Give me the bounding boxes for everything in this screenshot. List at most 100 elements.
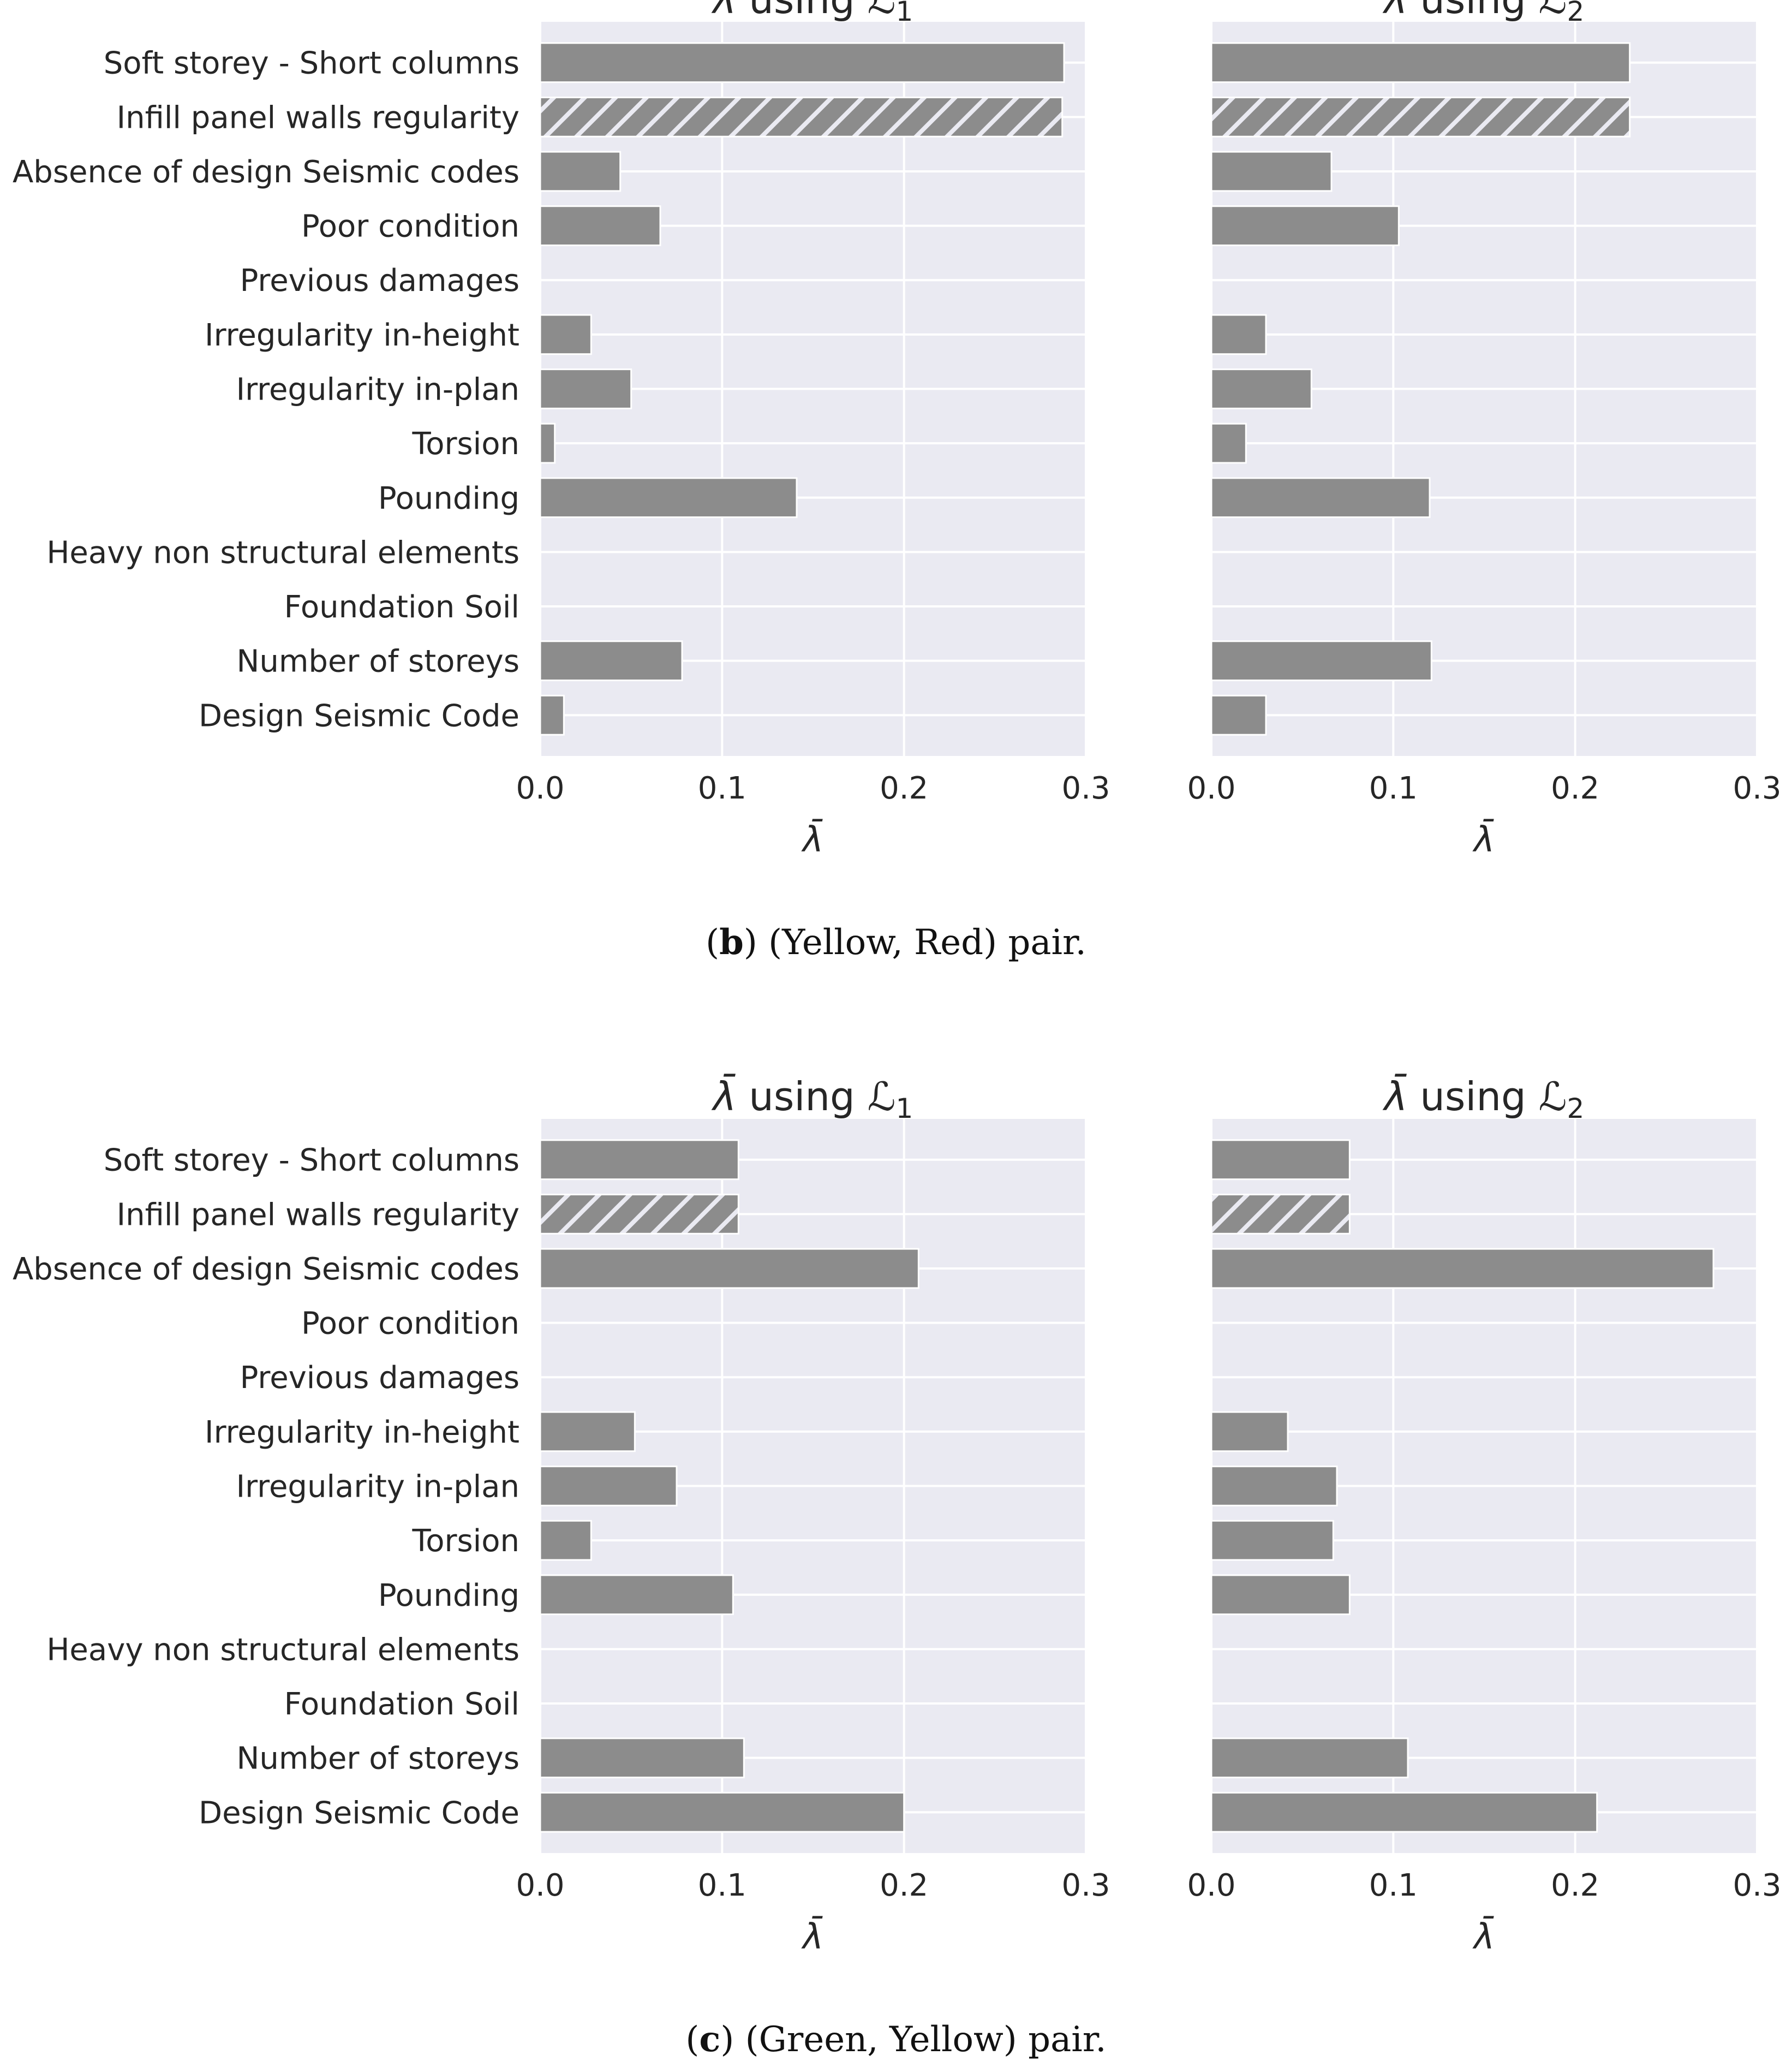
bar-torsion (1210, 1520, 1334, 1561)
category-label: Soft storey - Short columns (104, 1143, 519, 1178)
panel-c-1: 0.0 0.1 0.2 0.3 Soft storey - Short columns I… (13, 1074, 1110, 1957)
category-label: Poor condition (301, 209, 519, 245)
bar-irregularity-in-height (1210, 314, 1267, 355)
x-axis-label: λ̄ (1472, 1916, 1495, 1957)
bar-pounding (539, 1574, 734, 1616)
bar-irregularity-in-plan (1210, 1466, 1338, 1506)
x-tick-label: 0.3 (1733, 771, 1781, 806)
caption-b-text: (Yellow, Red) pair. (757, 922, 1086, 963)
panel-b-2: 0.0 0.1 0.2 0.3 λ̄ using ℒ2 λ̄ (1187, 0, 1781, 860)
category-label: Torsion (412, 1523, 519, 1559)
bar-irregularity-in-height (539, 1411, 636, 1452)
bar-irregularity-in-plan (1210, 368, 1312, 409)
panel-c-2: 0.0 0.1 0.2 0.3 λ̄ using ℒ2 λ̄ (1187, 1074, 1781, 1957)
x-tick-label: 0.3 (1061, 1868, 1110, 1903)
bar-number-of-storeys (539, 1737, 745, 1779)
bar-soft-storey-short-columns (1210, 1139, 1351, 1181)
x-tick-label: 0.2 (1551, 1868, 1599, 1903)
bar-number-of-storeys (1210, 640, 1432, 682)
panel-b-1: 0.0 0.1 0.2 0.3 Soft storey - Short columns I… (13, 0, 1110, 860)
bar-irregularity-in-plan (539, 1466, 678, 1506)
bar-pounding (1210, 1574, 1351, 1616)
panel-title: λ̄ using ℒ2 (1382, 0, 1585, 27)
chart-panels: 0.0 0.1 0.2 0.3 Soft storey - Short columns I… (13, 0, 1782, 1957)
category-label: Irregularity in-height (205, 1415, 519, 1450)
bar-torsion (1210, 422, 1247, 464)
x-axis-label: λ̄ (801, 1916, 823, 1957)
caption-c: (c) (Green, Yellow) pair. (685, 2019, 1106, 2060)
x-tick-label: 0.2 (1551, 771, 1599, 806)
bar-number-of-storeys (1210, 1737, 1409, 1779)
category-label: Pounding (378, 481, 519, 516)
bar-design-seismic-code (539, 1791, 905, 1833)
x-tick-label: 0.1 (1369, 1868, 1418, 1903)
category-label: Foundation Soil (284, 589, 519, 625)
bar-pounding (1210, 477, 1431, 519)
panel-title: λ̄ using ℒ2 (1382, 1074, 1585, 1124)
bar-absence-of-design-seismic-codes (1210, 151, 1333, 192)
bar-soft-storey-short-columns (539, 1139, 739, 1181)
bar-torsion (539, 422, 556, 464)
category-label: Irregularity in-height (205, 318, 519, 353)
x-tick-label: 0.3 (1061, 771, 1110, 806)
category-label: Number of storeys (237, 1741, 520, 1777)
category-label: Heavy non structural elements (46, 1632, 519, 1667)
bar-pounding (539, 477, 798, 519)
panel-title: λ̄ using ℒ1 (711, 1074, 913, 1124)
x-tick-label: 0.1 (698, 771, 746, 806)
x-tick-label: 0.0 (516, 771, 564, 806)
bar-design-seismic-code (1210, 1791, 1598, 1833)
bar-irregularity-in-height (539, 314, 592, 355)
category-label: Foundation Soil (284, 1687, 519, 1722)
x-tick-label: 0.0 (1187, 1868, 1235, 1903)
x-tick-label: 0.1 (698, 1868, 746, 1903)
x-tick-label: 0.2 (880, 1868, 928, 1903)
bar-irregularity-in-height (1210, 1411, 1289, 1452)
bar-absence-of-design-seismic-codes (1210, 1248, 1715, 1289)
bar-infill-panel-walls-regularity (539, 96, 1064, 138)
bar-soft-storey-short-columns (1210, 42, 1631, 84)
bar-infill-panel-walls-regularity (1210, 1193, 1351, 1235)
caption-c-text: (Green, Yellow) pair. (734, 2020, 1106, 2060)
x-axis-label: λ̄ (801, 819, 823, 860)
category-label: Irregularity in-plan (236, 1469, 519, 1505)
caption-b-label: b (719, 922, 744, 963)
bar-design-seismic-code (539, 694, 565, 736)
category-label: Infill panel walls regularity (117, 1197, 519, 1232)
bar-poor-condition (539, 205, 661, 246)
category-label: Design Seismic Code (199, 1795, 519, 1831)
bar-design-seismic-code (1210, 694, 1267, 736)
category-label: Poor condition (301, 1306, 519, 1342)
x-tick-label: 0.2 (880, 771, 928, 806)
category-label: Heavy non structural elements (46, 535, 519, 570)
bar-absence-of-design-seismic-codes (539, 1248, 919, 1289)
x-tick-label: 0.1 (1369, 771, 1418, 806)
bar-poor-condition (1210, 205, 1400, 246)
bar-infill-panel-walls-regularity (539, 1193, 739, 1235)
category-label: Absence of design Seismic codes (13, 154, 519, 190)
category-label: Previous damages (240, 1360, 519, 1396)
x-tick-label: 0.0 (516, 1868, 564, 1903)
x-tick-label: 0.0 (1187, 771, 1235, 806)
category-label: Previous damages (240, 263, 519, 299)
category-label: Infill panel walls regularity (117, 100, 519, 135)
bar-soft-storey-short-columns (539, 42, 1065, 84)
x-axis-label: λ̄ (1472, 819, 1495, 860)
category-label: Pounding (378, 1578, 519, 1613)
bar-infill-panel-walls-regularity (1210, 96, 1631, 138)
x-tick-label: 0.3 (1733, 1868, 1781, 1903)
category-label: Irregularity in-plan (236, 372, 519, 408)
bar-absence-of-design-seismic-codes (539, 151, 622, 192)
caption-b: (b) (Yellow, Red) pair. (706, 922, 1086, 963)
bar-number-of-storeys (539, 640, 683, 682)
bar-torsion (539, 1520, 592, 1561)
category-label: Design Seismic Code (199, 698, 519, 734)
category-label: Absence of design Seismic codes (13, 1252, 519, 1287)
bar-irregularity-in-plan (539, 368, 632, 409)
category-label: Number of storeys (237, 644, 520, 680)
category-label: Torsion (412, 426, 519, 462)
category-label: Soft storey - Short columns (104, 46, 519, 81)
panel-title: λ̄ using ℒ1 (711, 0, 913, 27)
caption-c-label: c (699, 2019, 720, 2060)
